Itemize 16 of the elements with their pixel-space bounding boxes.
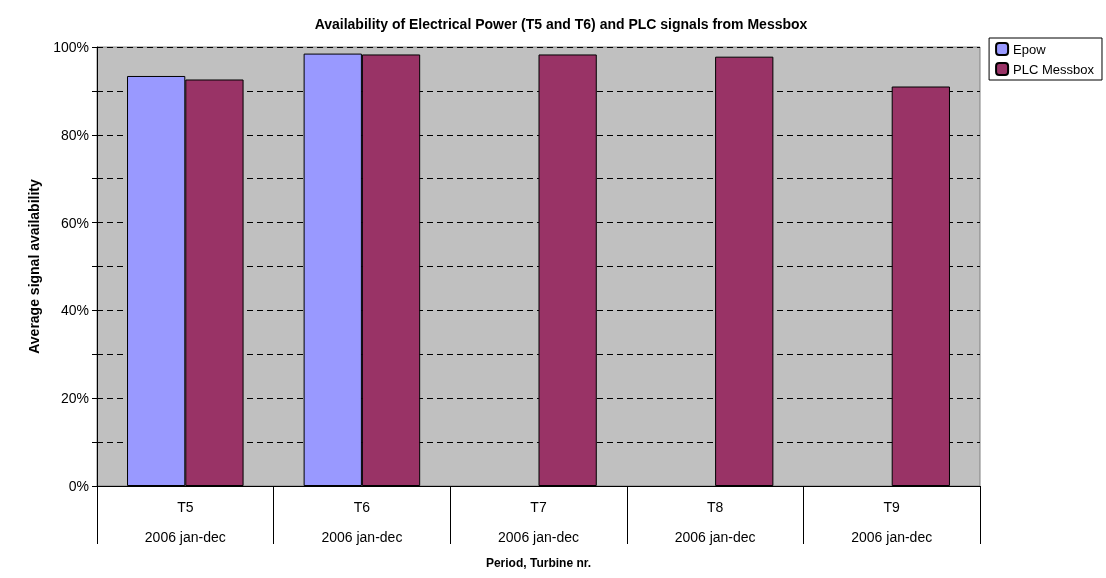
x-tick-label: T5 2006 jan-dec	[144, 499, 226, 545]
x-tick-label: T6 2006 jan-dec	[321, 499, 403, 545]
legend-label: Epow	[1013, 41, 1047, 57]
y-tick-label: 0%	[68, 478, 89, 494]
y-tick-label: 80%	[60, 126, 89, 143]
x-tick-label: T7 2006 jan-dec	[498, 499, 579, 545]
x-axis-title: Period, Turbine nr.	[485, 555, 592, 570]
x-tick-label: T8 2006 jan-dec	[674, 499, 756, 545]
y-tick-label: 60%	[60, 214, 89, 231]
chart-title: Availability of Electrical Power (T5 and T6) and PLC signals from Messbox	[314, 16, 808, 32]
y-axis-title: Average signal availability	[26, 179, 42, 354]
legend-label: PLC Messbox	[1013, 61, 1095, 77]
y-tick-label: 20%	[60, 390, 89, 407]
x-tick-label: T9 2006 jan-dec	[851, 499, 933, 545]
y-tick-label: 40%	[60, 302, 89, 319]
y-tick-label: 100%	[53, 39, 89, 55]
